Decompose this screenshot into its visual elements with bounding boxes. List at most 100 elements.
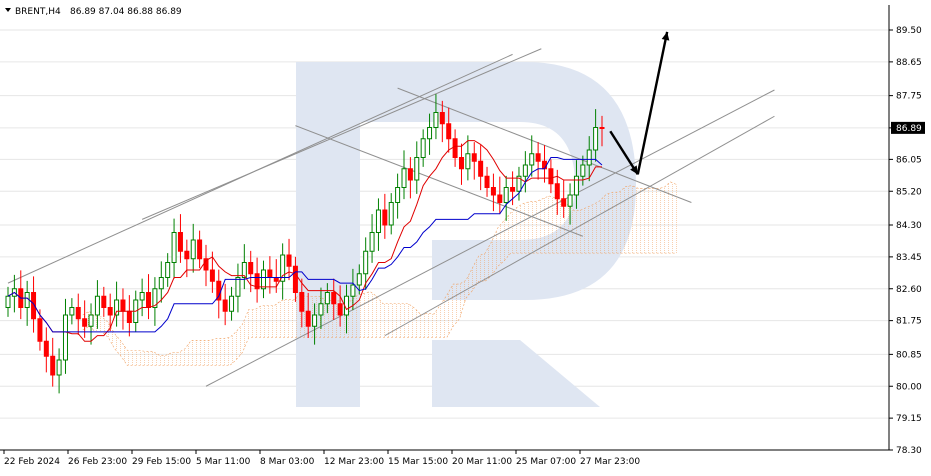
candle-body bbox=[414, 157, 420, 181]
rising-support-lower bbox=[384, 115, 775, 337]
candle-body bbox=[542, 160, 548, 170]
candle-body bbox=[324, 292, 330, 305]
candle-body bbox=[439, 112, 445, 125]
candle-body bbox=[375, 209, 381, 233]
candle-body bbox=[177, 232, 183, 252]
candle-body bbox=[101, 295, 107, 308]
candle-body bbox=[516, 175, 522, 192]
candle-body bbox=[158, 277, 164, 290]
price-tick-label: 88.65 bbox=[896, 58, 922, 68]
candle-body bbox=[197, 239, 203, 260]
candle-body bbox=[146, 292, 152, 308]
candle-body bbox=[229, 295, 235, 312]
candle-body bbox=[356, 273, 362, 286]
candle-body bbox=[593, 127, 599, 151]
candle-body bbox=[446, 123, 452, 140]
price-tick-label: 87.75 bbox=[896, 92, 922, 102]
candle-body bbox=[94, 295, 100, 316]
candle-body bbox=[369, 232, 375, 252]
time-tick-label: 15 Mar 15:00 bbox=[388, 457, 448, 467]
candle-body bbox=[535, 153, 541, 162]
forecast-arrows bbox=[609, 31, 670, 176]
price-tick-label: 80.00 bbox=[896, 382, 922, 392]
candle-body bbox=[522, 164, 528, 177]
candle-body bbox=[401, 168, 407, 188]
candle-body bbox=[260, 269, 266, 290]
candle-body bbox=[292, 265, 298, 293]
candle-body bbox=[299, 292, 305, 312]
candle-body bbox=[420, 138, 426, 158]
candle-body bbox=[484, 175, 490, 188]
time-tick-label: 27 Mar 23:00 bbox=[580, 457, 640, 467]
price-tick-label: 85.20 bbox=[896, 187, 922, 197]
price-tick-label: 80.85 bbox=[896, 350, 922, 360]
candle-body bbox=[350, 284, 356, 297]
rally-arrow-head bbox=[661, 31, 670, 41]
candle-body bbox=[497, 194, 503, 203]
candle-body bbox=[433, 112, 439, 128]
candle-body bbox=[337, 303, 343, 316]
candle-body bbox=[599, 127, 605, 129]
pullback-arrow-head bbox=[630, 165, 638, 175]
candle-body bbox=[56, 359, 62, 376]
candle-body bbox=[548, 168, 554, 185]
candle-body bbox=[318, 303, 324, 316]
candle-body bbox=[510, 187, 516, 192]
time-tick-label: 5 Mar 11:00 bbox=[196, 457, 251, 467]
price-tick-label: 83.45 bbox=[896, 253, 922, 263]
triangle-down-icon[interactable] bbox=[5, 8, 11, 12]
candle-body bbox=[567, 194, 573, 207]
time-axis[interactable]: 22 Feb 2024 26 Feb 23:00 29 Feb 15:00 5 Mar… bbox=[3, 450, 640, 467]
candle-body bbox=[248, 262, 254, 275]
senkou-span-a bbox=[82, 181, 677, 356]
trendlines bbox=[7, 48, 775, 387]
price-tick-label: 86.89 bbox=[896, 124, 922, 134]
time-tick-label: 12 Mar 23:00 bbox=[324, 457, 384, 467]
candle-body bbox=[478, 160, 484, 177]
candle-body bbox=[529, 153, 535, 166]
price-tick-label: 84.30 bbox=[896, 221, 922, 231]
symbol-label: BRENT,H4 bbox=[15, 7, 61, 17]
candle-body bbox=[490, 187, 496, 196]
time-tick-label: 26 Feb 23:00 bbox=[68, 457, 127, 467]
candle-body bbox=[50, 355, 56, 376]
candle-body bbox=[120, 299, 126, 312]
rising-support-upper bbox=[205, 89, 775, 387]
candle-body bbox=[62, 314, 68, 361]
candle-body bbox=[152, 288, 158, 308]
candle-body bbox=[139, 292, 145, 301]
candle-body bbox=[395, 187, 401, 203]
price-tick-label: 79.15 bbox=[896, 414, 922, 424]
price-axis[interactable]: 89.50 88.65 87.75 86.89 86.05 85.20 84.30 83.45… bbox=[0, 5, 925, 456]
candle-body bbox=[331, 292, 337, 305]
candle-body bbox=[75, 307, 81, 320]
candle-body bbox=[471, 153, 477, 162]
time-tick-label: 20 Mar 11:00 bbox=[452, 457, 512, 467]
candle-body bbox=[580, 164, 586, 177]
candle-body bbox=[561, 198, 567, 207]
candle-body bbox=[407, 168, 413, 181]
candle-body bbox=[382, 209, 388, 226]
candle-body bbox=[184, 250, 190, 260]
price-tick-label: 81.75 bbox=[896, 317, 922, 327]
candle-body bbox=[209, 269, 215, 282]
ichimoku-lines bbox=[7, 140, 603, 342]
time-tick-label: 25 Mar 07:00 bbox=[516, 457, 576, 467]
candle-body bbox=[43, 340, 49, 357]
candle-body bbox=[107, 307, 113, 316]
candle-body bbox=[171, 232, 177, 263]
price-tick-label: 82.60 bbox=[896, 285, 922, 295]
candle-body bbox=[267, 269, 273, 278]
descending-channel-upper bbox=[295, 125, 584, 237]
candle-body bbox=[5, 295, 11, 308]
candle-body bbox=[363, 250, 369, 275]
ascending-channel-mid bbox=[141, 48, 542, 220]
candle-body bbox=[427, 127, 433, 140]
price-tick-label: 86.05 bbox=[896, 155, 922, 165]
candle-body bbox=[388, 202, 394, 226]
candle-body bbox=[503, 187, 509, 203]
candle-body bbox=[114, 299, 120, 316]
candle-body bbox=[222, 299, 228, 312]
